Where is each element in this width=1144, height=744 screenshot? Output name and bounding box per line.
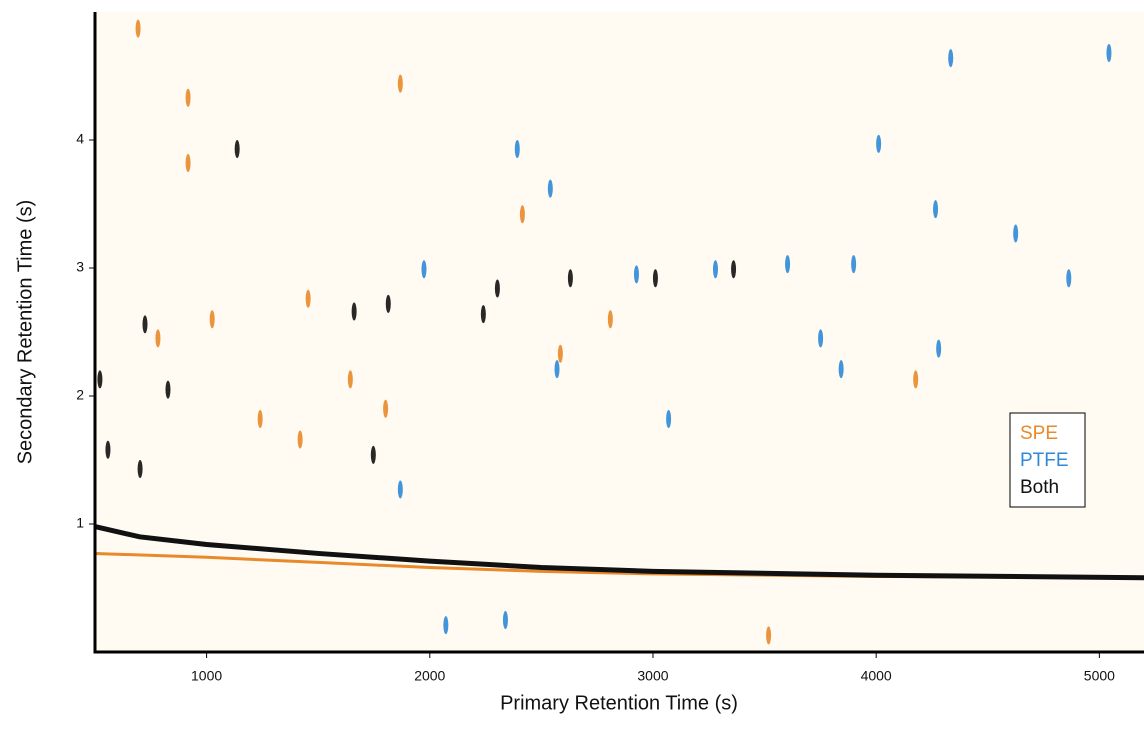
peak-spot <box>397 480 403 499</box>
peak-spot <box>383 399 389 418</box>
peak-spot <box>913 370 919 389</box>
peak-spot <box>933 200 939 219</box>
peak-spot <box>567 269 573 288</box>
peak-spot <box>818 329 824 348</box>
peak-spot <box>185 154 191 173</box>
peak-spot <box>137 459 143 478</box>
y-axis-title: Secondary Retention Time (s) <box>14 200 36 465</box>
peak-spot <box>851 255 857 274</box>
peak-spot <box>234 139 240 158</box>
legend-label: Both <box>1020 477 1059 498</box>
peak-spot <box>948 49 954 68</box>
y-tick-label: 1 <box>76 515 84 531</box>
peak-spot <box>519 205 525 224</box>
x-tick-label: 1000 <box>191 668 222 684</box>
peak-spot <box>135 19 141 38</box>
x-tick-label: 5000 <box>1084 668 1115 684</box>
peak-spot <box>494 279 500 298</box>
peak-spot <box>554 360 560 379</box>
peak-spot <box>633 265 639 284</box>
peak-spot <box>1106 43 1112 62</box>
peak-spot <box>305 289 311 308</box>
peak-spot <box>936 339 942 358</box>
peak-spot <box>165 380 171 399</box>
peak-spot <box>712 260 718 279</box>
y-tick-label: 3 <box>76 259 84 275</box>
x-axis-title: Primary Retention Time (s) <box>500 692 738 714</box>
peak-spot <box>105 440 111 459</box>
legend-label: SPE <box>1020 423 1058 444</box>
peak-spot <box>547 179 553 198</box>
peak-spot <box>443 616 449 635</box>
peak-spot <box>557 344 563 363</box>
peak-spot <box>480 305 486 324</box>
peak-spot <box>142 315 148 334</box>
peak-spot <box>351 302 357 321</box>
peak-spot <box>397 74 403 93</box>
y-tick-label: 2 <box>76 387 84 403</box>
x-tick-label: 4000 <box>861 668 892 684</box>
legend-label: PTFE <box>1020 450 1069 471</box>
peak-spot <box>766 626 772 645</box>
peak-spot <box>652 269 658 288</box>
peak-spot <box>97 370 103 389</box>
peak-spot <box>297 430 303 449</box>
peak-spot <box>785 255 791 274</box>
peak-spot <box>876 134 882 153</box>
peak-spot <box>838 360 844 379</box>
peak-spot <box>257 410 263 429</box>
peak-spot <box>607 310 613 329</box>
peak-spot <box>421 260 427 279</box>
plot-background <box>95 12 1144 652</box>
y-tick-label: 4 <box>76 131 84 147</box>
peak-spot <box>185 88 191 107</box>
x-tick-label: 3000 <box>637 668 668 684</box>
peak-spot <box>514 139 520 158</box>
peak-spot <box>209 310 215 329</box>
x-tick-label: 2000 <box>414 668 445 684</box>
peak-spot <box>1013 224 1019 243</box>
peak-spot <box>385 294 391 313</box>
trace-line <box>94 524 1144 581</box>
peak-spot <box>666 410 672 429</box>
peak-spot <box>370 445 376 464</box>
peak-spot <box>155 329 161 348</box>
peak-spot <box>1066 269 1072 288</box>
legend-box <box>1009 412 1086 508</box>
peak-spot <box>347 370 353 389</box>
peak-spot <box>731 260 737 279</box>
peak-spot <box>502 611 508 629</box>
